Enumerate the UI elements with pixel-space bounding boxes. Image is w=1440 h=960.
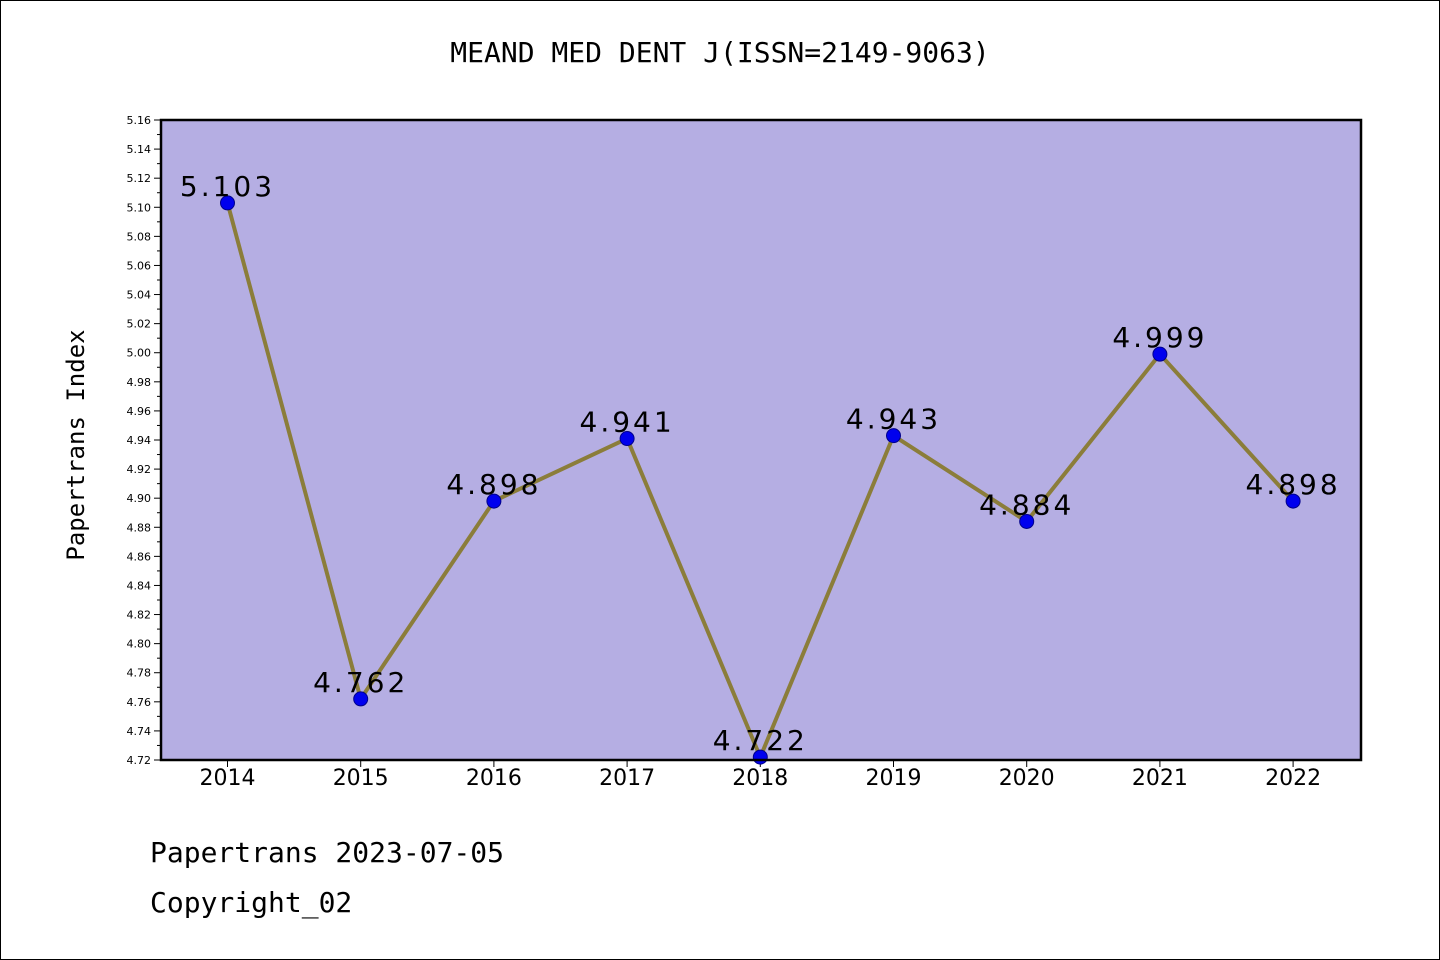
data-label: 4.898: [446, 468, 541, 501]
data-point: [220, 195, 235, 211]
data-point: [1152, 346, 1168, 362]
y-tick-label: 5.06: [127, 259, 152, 272]
x-tick-label: 2014: [200, 766, 256, 791]
y-tick-label: 5.10: [127, 201, 152, 214]
y-tick-label: 5.02: [127, 318, 152, 331]
data-point: [619, 431, 635, 447]
y-axis: 4.72 4.74 4.76 4.78 4.80 4.82 4.84 4.86 4.88 4.90…: [127, 114, 161, 767]
y-tick-label: 4.74: [127, 725, 152, 738]
data-label: 4.884: [979, 488, 1074, 521]
y-tick-label: 4.84: [127, 579, 152, 592]
x-tick-label: 2018: [732, 766, 788, 791]
x-tick-label: 2019: [866, 766, 922, 791]
y-tick-label: 4.96: [127, 405, 152, 418]
y-tick-label: 4.76: [127, 696, 152, 709]
footer-date: Papertrans 2023-07-05: [150, 836, 505, 869]
x-tick-label: 2016: [466, 766, 522, 791]
data-point: [886, 428, 901, 444]
data-label: 4.999: [1112, 321, 1207, 354]
data-label: 4.941: [580, 406, 675, 439]
data-label: 4.943: [846, 403, 941, 436]
x-axis: 2014 2015 2016 2017 2018 2019 2020 2021 2022: [200, 760, 1321, 791]
data-point: [353, 691, 369, 707]
data-label: 4.898: [1246, 468, 1341, 501]
y-tick-label: 5.14: [127, 143, 152, 156]
y-tick-label: 4.82: [127, 609, 152, 622]
series-markers: [220, 195, 1301, 765]
x-tick-label: 2015: [333, 766, 389, 791]
x-tick-label: 2020: [999, 766, 1055, 791]
footer-copyright: Copyright_02: [150, 886, 353, 919]
x-tick-label: 2022: [1265, 766, 1321, 791]
y-axis-label: Papertrans Index: [62, 329, 90, 560]
y-tick-label: 4.90: [127, 492, 152, 505]
y-tick-label: 5.00: [127, 347, 152, 360]
x-tick-label: 2021: [1132, 766, 1188, 791]
data-point: [1019, 513, 1035, 529]
plot-area: [161, 120, 1361, 760]
x-tick-label: 2017: [599, 766, 655, 791]
y-tick-label: 4.94: [127, 434, 152, 447]
y-tick-label: 5.12: [127, 172, 152, 185]
data-label: 4.762: [313, 666, 408, 699]
y-tick-label: 4.92: [127, 463, 152, 476]
data-point: [1285, 493, 1301, 509]
y-tick-label: 4.72: [127, 754, 152, 767]
y-tick-label: 5.04: [127, 289, 152, 302]
data-label: 4.722: [713, 724, 808, 757]
y-tick-label: 4.80: [127, 638, 152, 651]
y-tick-label: 5.08: [127, 230, 152, 243]
y-tick-label: 4.86: [127, 550, 152, 563]
y-tick-label: 4.98: [127, 376, 152, 389]
y-tick-label: 4.88: [127, 521, 152, 534]
data-labels: 5.103 4.762 4.898 4.941 4.722 4.943 4.884 4.999…: [180, 170, 1341, 757]
data-point: [486, 493, 502, 509]
y-tick-label: 5.16: [127, 114, 152, 127]
plot-border: [159, 118, 1363, 762]
chart-title: MEAND MED DENT J(ISSN=2149-9063): [450, 36, 990, 69]
y-tick-label: 4.78: [127, 667, 152, 680]
data-label: 5.103: [180, 170, 275, 203]
